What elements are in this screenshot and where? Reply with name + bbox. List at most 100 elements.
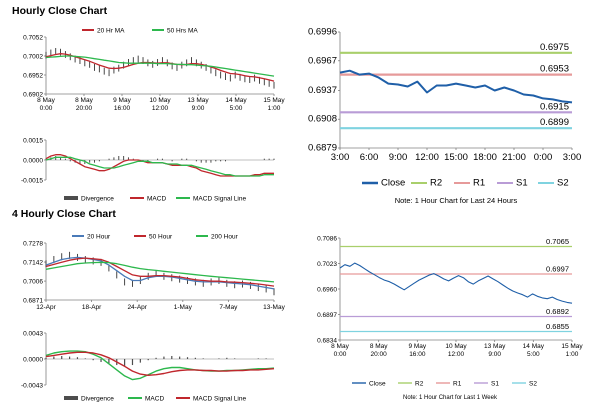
four-hourly-levels-y-tick-label: 0.6960 [317, 287, 337, 294]
four-hourly-price-y-tick-label: 0.7278 [23, 241, 43, 248]
four-hourly-macd-legend-divergence-label: Divergence [81, 396, 114, 403]
four-hourly-price-x-tick-label: 7-May [219, 304, 238, 311]
four-hourly-price-y-tick-label: 0.6871 [23, 298, 43, 305]
hourly-price-x-tick-label: 8 May [75, 97, 93, 104]
four-hourly-price-y-tick-label: 0.7006 [23, 279, 43, 286]
hourly-levels-legend-s1-label: S1 [516, 178, 528, 189]
four-hourly-20hour-line [45, 256, 275, 290]
hourly-price-x-tick-label: 14 May [225, 97, 247, 104]
four-hourly-price-x-tick-label: 12-Apr [36, 304, 56, 311]
four-hourly-levels-x-tick-label: 5:00 [527, 351, 540, 358]
hourly-levels-x-tick-label: 12:00 [415, 152, 439, 163]
four-hourly-levels-legend-r2-label: R2 [415, 381, 424, 388]
four-hourly-levels-x-tick-label: 20:00 [371, 351, 388, 358]
hourly-price-x-tick-label: 8 May [37, 97, 55, 104]
hourly-levels-y-tick-label: 0.6908 [308, 114, 337, 125]
hourly-price-x-tick-label: 10 May [149, 97, 171, 104]
hourly-macd-line [45, 154, 274, 177]
hourly-level-s1-label: 0.6915 [540, 101, 569, 112]
four-hourly-price-x-tick-label: 18-Apr [82, 304, 102, 311]
hourly-levels-y-tick-label: 0.6879 [308, 143, 337, 154]
hourly-price-x-tick-label: 16:00 [114, 105, 131, 112]
hourly-level-r1-label: 0.6953 [540, 64, 569, 75]
four-hourly-levels-y-tick-label: 0.6897 [317, 312, 337, 319]
hourly-levels-legend-r1-label: R1 [473, 178, 485, 189]
hourly-macd-y-tick-label: 0.0000 [23, 158, 43, 165]
hourly-macd-legend-macd-label: MACD [147, 196, 166, 203]
four-hourly-macd-y-tick-label: 0.0043 [23, 331, 43, 338]
hourly-price-x-tick-label: 15 May [263, 97, 285, 104]
hourly-levels-x-tick-label: 18:00 [473, 152, 497, 163]
hourly-levels-x-tick-label: 3:00 [331, 152, 350, 163]
hourly-price-x-tick-label: 20:00 [76, 105, 93, 112]
four-hourly-levels-legend-close-label: Close [369, 381, 386, 388]
four-hourly-levels-x-tick-label: 8 May [370, 343, 388, 350]
hourly-price-x-tick-label: 5:00 [230, 105, 243, 112]
hourly-levels-note: Note: 1 Hour Chart for Last 24 Hours [395, 196, 518, 205]
four-hourly-price-x-tick-label: 1-May [174, 304, 193, 311]
four-hourly-levels-x-tick-label: 8 May [331, 343, 349, 350]
hourly-levels-y-tick-label: 0.6967 [308, 55, 337, 66]
hourly-levels-legend-s2-label: S2 [557, 178, 569, 189]
four-hourly-macd-y-tick-label: -0.0043 [21, 383, 43, 390]
four-hourly-levels-note: Note: 1 Hour Chart for Last 1 Week [403, 395, 498, 401]
four-hourly-legend-200hour-label: 200 Hour [211, 234, 239, 241]
four-hourly-price-x-tick-label: 24-Apr [127, 304, 147, 311]
hourly-price-y-tick-label: 0.7052 [23, 35, 43, 42]
hourly-level-s2-label: 0.6899 [540, 117, 569, 128]
hourly-price-x-tick-label: 9:00 [192, 105, 205, 112]
four-hourly-close-line [339, 262, 573, 304]
four-hourly-price-y-tick-label: 0.7142 [23, 260, 43, 267]
four-hourly-levels-y-tick-label: 0.7023 [317, 261, 337, 268]
four-hourly-levels-x-tick-label: 13 May [484, 343, 506, 350]
four-hourly-200hour-line [45, 261, 275, 283]
hourly-levels-y-tick-label: 0.6996 [308, 27, 337, 38]
four-hourly-macd-signal-line [45, 351, 275, 376]
four-hourly-level-s2-label: 0.6855 [546, 322, 569, 331]
four-hourly-level-s1-label: 0.6892 [546, 307, 569, 316]
hourly-price-y-tick-label: 0.6902 [23, 92, 43, 99]
hourly-price-x-tick-label: 12:00 [152, 105, 169, 112]
hourly-close-line [339, 69, 573, 104]
four-hourly-levels-x-tick-label: 14 May [523, 343, 545, 350]
hourly-price-x-tick-label: 1:00 [268, 105, 281, 112]
hourly-levels-x-tick-label: 0:00 [534, 152, 553, 163]
four-hourly-level-r1-label: 0.6997 [546, 265, 569, 274]
hourly-price-y-tick-label: 0.7002 [23, 54, 43, 61]
hourly-levels-x-tick-label: 9:00 [389, 152, 408, 163]
hourly-price-x-tick-label: 9 May [113, 97, 131, 104]
four-hourly-levels-legend-r1-label: R1 [453, 381, 462, 388]
four-hourly-levels-y-tick-label: 0.6834 [317, 338, 337, 345]
four-hourly-levels-x-tick-label: 10 May [445, 343, 467, 350]
hourly-legend-50hr-label: 50 Hrs MA [167, 28, 198, 35]
four-hourly-levels-x-tick-label: 12:00 [448, 351, 465, 358]
hourly-macd-y-tick-label: -0.0015 [21, 178, 43, 185]
hourly-50hr-ma-line [45, 55, 275, 77]
hourly-levels-x-tick-label: 21:00 [502, 152, 526, 163]
hourly-macd-legend-divergence-label: Divergence [81, 196, 114, 203]
four-hourly-levels-x-tick-label: 0:00 [334, 351, 347, 358]
four-hourly-levels-y-tick-label: 0.7086 [317, 236, 337, 243]
hourly-level-r2-label: 0.6975 [540, 42, 569, 53]
four-hourly-macd-line [45, 350, 275, 381]
hourly-levels-x-tick-label: 15:00 [444, 152, 468, 163]
four-hourly-levels-x-tick-label: 9 May [408, 343, 426, 350]
hourly-legend-20hr-label: 20 Hr MA [97, 28, 125, 35]
four-hourly-levels-legend-s2-label: S2 [529, 381, 537, 388]
four-hourly-50hour-line [45, 257, 275, 287]
four-hourly-levels-legend-s1-label: S1 [491, 381, 499, 388]
hourly-section-title: Hourly Close Chart [12, 5, 108, 17]
four-hourly-levels-x-tick-label: 9:00 [488, 351, 501, 358]
hourly-macd-legend-signal-label: MACD Signal Line [193, 196, 246, 203]
four-hourly-level-r2-label: 0.7065 [546, 237, 569, 246]
hourly-price-x-tick-label: 0:00 [40, 105, 53, 112]
hourly-levels-legend-r2-label: R2 [430, 178, 442, 189]
four-hourly-legend-50hour-label: 50 Hour [149, 234, 173, 241]
hourly-price-x-tick-label: 13 May [187, 97, 209, 104]
four-hourly-legend-20hour-label: 20 Hour [87, 234, 111, 241]
hourly-price-y-tick-label: 0.6952 [23, 73, 43, 80]
four-hourly-section-title: 4 Hourly Close Chart [12, 208, 116, 220]
four-hourly-macd-y-tick-label: 0.0000 [23, 357, 43, 364]
hourly-levels-y-tick-label: 0.6937 [308, 85, 337, 96]
